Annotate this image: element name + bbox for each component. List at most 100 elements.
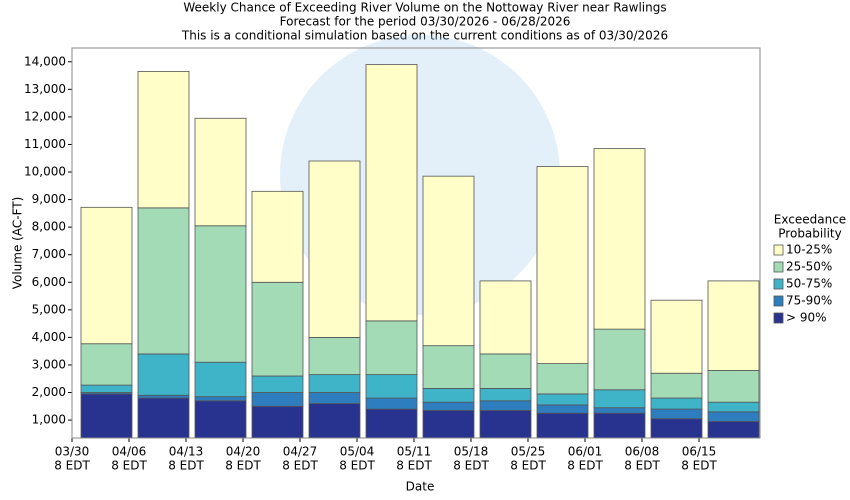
y-tick-label: 13,000	[24, 82, 66, 96]
bar-segment	[479, 280, 532, 355]
bar-segment	[422, 387, 475, 403]
bar-segment	[365, 320, 418, 376]
bar-segment	[650, 299, 703, 374]
y-axis-label: Volume (AC-FT)	[11, 197, 25, 290]
y-tick-label: 14,000	[24, 54, 66, 68]
x-tick-label: 8 EDT	[54, 459, 90, 473]
bar-segment	[536, 412, 589, 439]
bar-segment	[422, 401, 475, 411]
y-tick-label: 6,000	[32, 275, 66, 289]
bar-segment	[251, 375, 304, 393]
legend-title: Exceedance	[774, 213, 846, 227]
bar-segment	[194, 225, 247, 363]
x-tick-label: 8 EDT	[111, 459, 147, 473]
bar-segment	[80, 343, 133, 386]
bar-segment	[650, 418, 703, 439]
x-tick-label: 04/13	[169, 445, 204, 459]
legend-swatch	[773, 312, 784, 324]
legend-label: 50-75%	[786, 277, 832, 291]
x-tick-label: 04/06	[112, 445, 147, 459]
bar-segment	[308, 392, 361, 404]
bar-segment	[650, 372, 703, 399]
bar-segment	[251, 392, 304, 407]
y-tick-label: 10,000	[24, 165, 66, 179]
bar-segment	[650, 408, 703, 420]
bar-segment	[137, 353, 190, 396]
x-tick-label: 8 EDT	[339, 459, 375, 473]
x-tick-label: 04/27	[283, 445, 318, 459]
x-axis-label: Date	[406, 480, 435, 494]
bar-segment	[137, 207, 190, 355]
bar-segment	[80, 206, 133, 345]
bar-segment	[251, 190, 304, 283]
x-tick-label: 8 EDT	[282, 459, 318, 473]
y-tick-label: 2,000	[32, 385, 66, 399]
y-tick-label: 12,000	[24, 109, 66, 123]
x-tick-label: 8 EDT	[168, 459, 204, 473]
x-tick-label: 8 EDT	[567, 459, 603, 473]
bar-segment	[194, 400, 247, 439]
bar-segment	[479, 387, 532, 402]
legend-label: > 90%	[786, 311, 827, 325]
y-tick-label: 9,000	[32, 192, 66, 206]
bar-segment	[536, 166, 589, 364]
x-tick-label: 05/04	[340, 445, 375, 459]
bar-segment	[479, 400, 532, 411]
legend-label: 10-25%	[786, 243, 832, 257]
chart-note: This is a conditional simulation based o…	[181, 29, 668, 43]
bar-segment	[308, 160, 361, 338]
bar-segment	[365, 64, 418, 322]
x-tick-label: 06/01	[568, 445, 603, 459]
y-tick-label: 11,000	[24, 137, 66, 151]
bar-segment	[137, 71, 190, 209]
x-tick-label: 06/08	[625, 445, 660, 459]
x-tick-label: 8 EDT	[396, 459, 432, 473]
legend-label: 25-50%	[786, 260, 832, 274]
x-tick-label: 06/15	[682, 445, 717, 459]
bar-segment	[707, 280, 760, 371]
bar-segment	[707, 411, 760, 422]
bar-segment	[593, 412, 646, 439]
bar-segment	[593, 148, 646, 330]
x-tick-label: 8 EDT	[225, 459, 261, 473]
bar-segment	[80, 384, 133, 393]
bar-segment	[593, 328, 646, 391]
bar-segment	[137, 397, 190, 439]
y-tick-label: 8,000	[32, 220, 66, 234]
bar-segment	[707, 401, 760, 413]
legend-swatch	[773, 295, 784, 307]
bar-segment	[479, 410, 532, 439]
bar-segment	[365, 397, 418, 410]
x-tick-label: 05/25	[511, 445, 546, 459]
x-tick-label: 8 EDT	[624, 459, 660, 473]
x-tick-label: 05/18	[454, 445, 489, 459]
chart-subtitle: Forecast for the period 03/30/2026 - 06/…	[280, 15, 571, 29]
bar-segment	[308, 336, 361, 376]
bar-segment	[593, 389, 646, 409]
x-tick-label: 05/11	[397, 445, 432, 459]
bar-segment	[707, 370, 760, 403]
y-tick-label: 7,000	[32, 247, 66, 261]
legend-label: 75-90%	[786, 294, 832, 308]
bar-segment	[536, 363, 589, 395]
bar-segment	[536, 393, 589, 406]
legend-title: Probability	[778, 227, 841, 241]
bar-segment	[422, 345, 475, 389]
y-tick-label: 5,000	[32, 302, 66, 316]
x-tick-label: 8 EDT	[510, 459, 546, 473]
y-tick-label: 4,000	[32, 330, 66, 344]
bar-segment	[251, 281, 304, 377]
legend-swatch	[773, 244, 784, 256]
bar-segment	[593, 407, 646, 414]
x-tick-label: 03/30	[55, 445, 90, 459]
y-tick-label: 3,000	[32, 357, 66, 371]
x-tick-label: 04/20	[226, 445, 261, 459]
bar-segment	[479, 353, 532, 389]
bar-segment	[365, 408, 418, 439]
bar-segment	[80, 393, 133, 439]
bar-segment	[707, 421, 760, 439]
x-tick-label: 8 EDT	[681, 459, 717, 473]
bar-segment	[422, 175, 475, 347]
y-tick-label: 1,000	[32, 413, 66, 427]
